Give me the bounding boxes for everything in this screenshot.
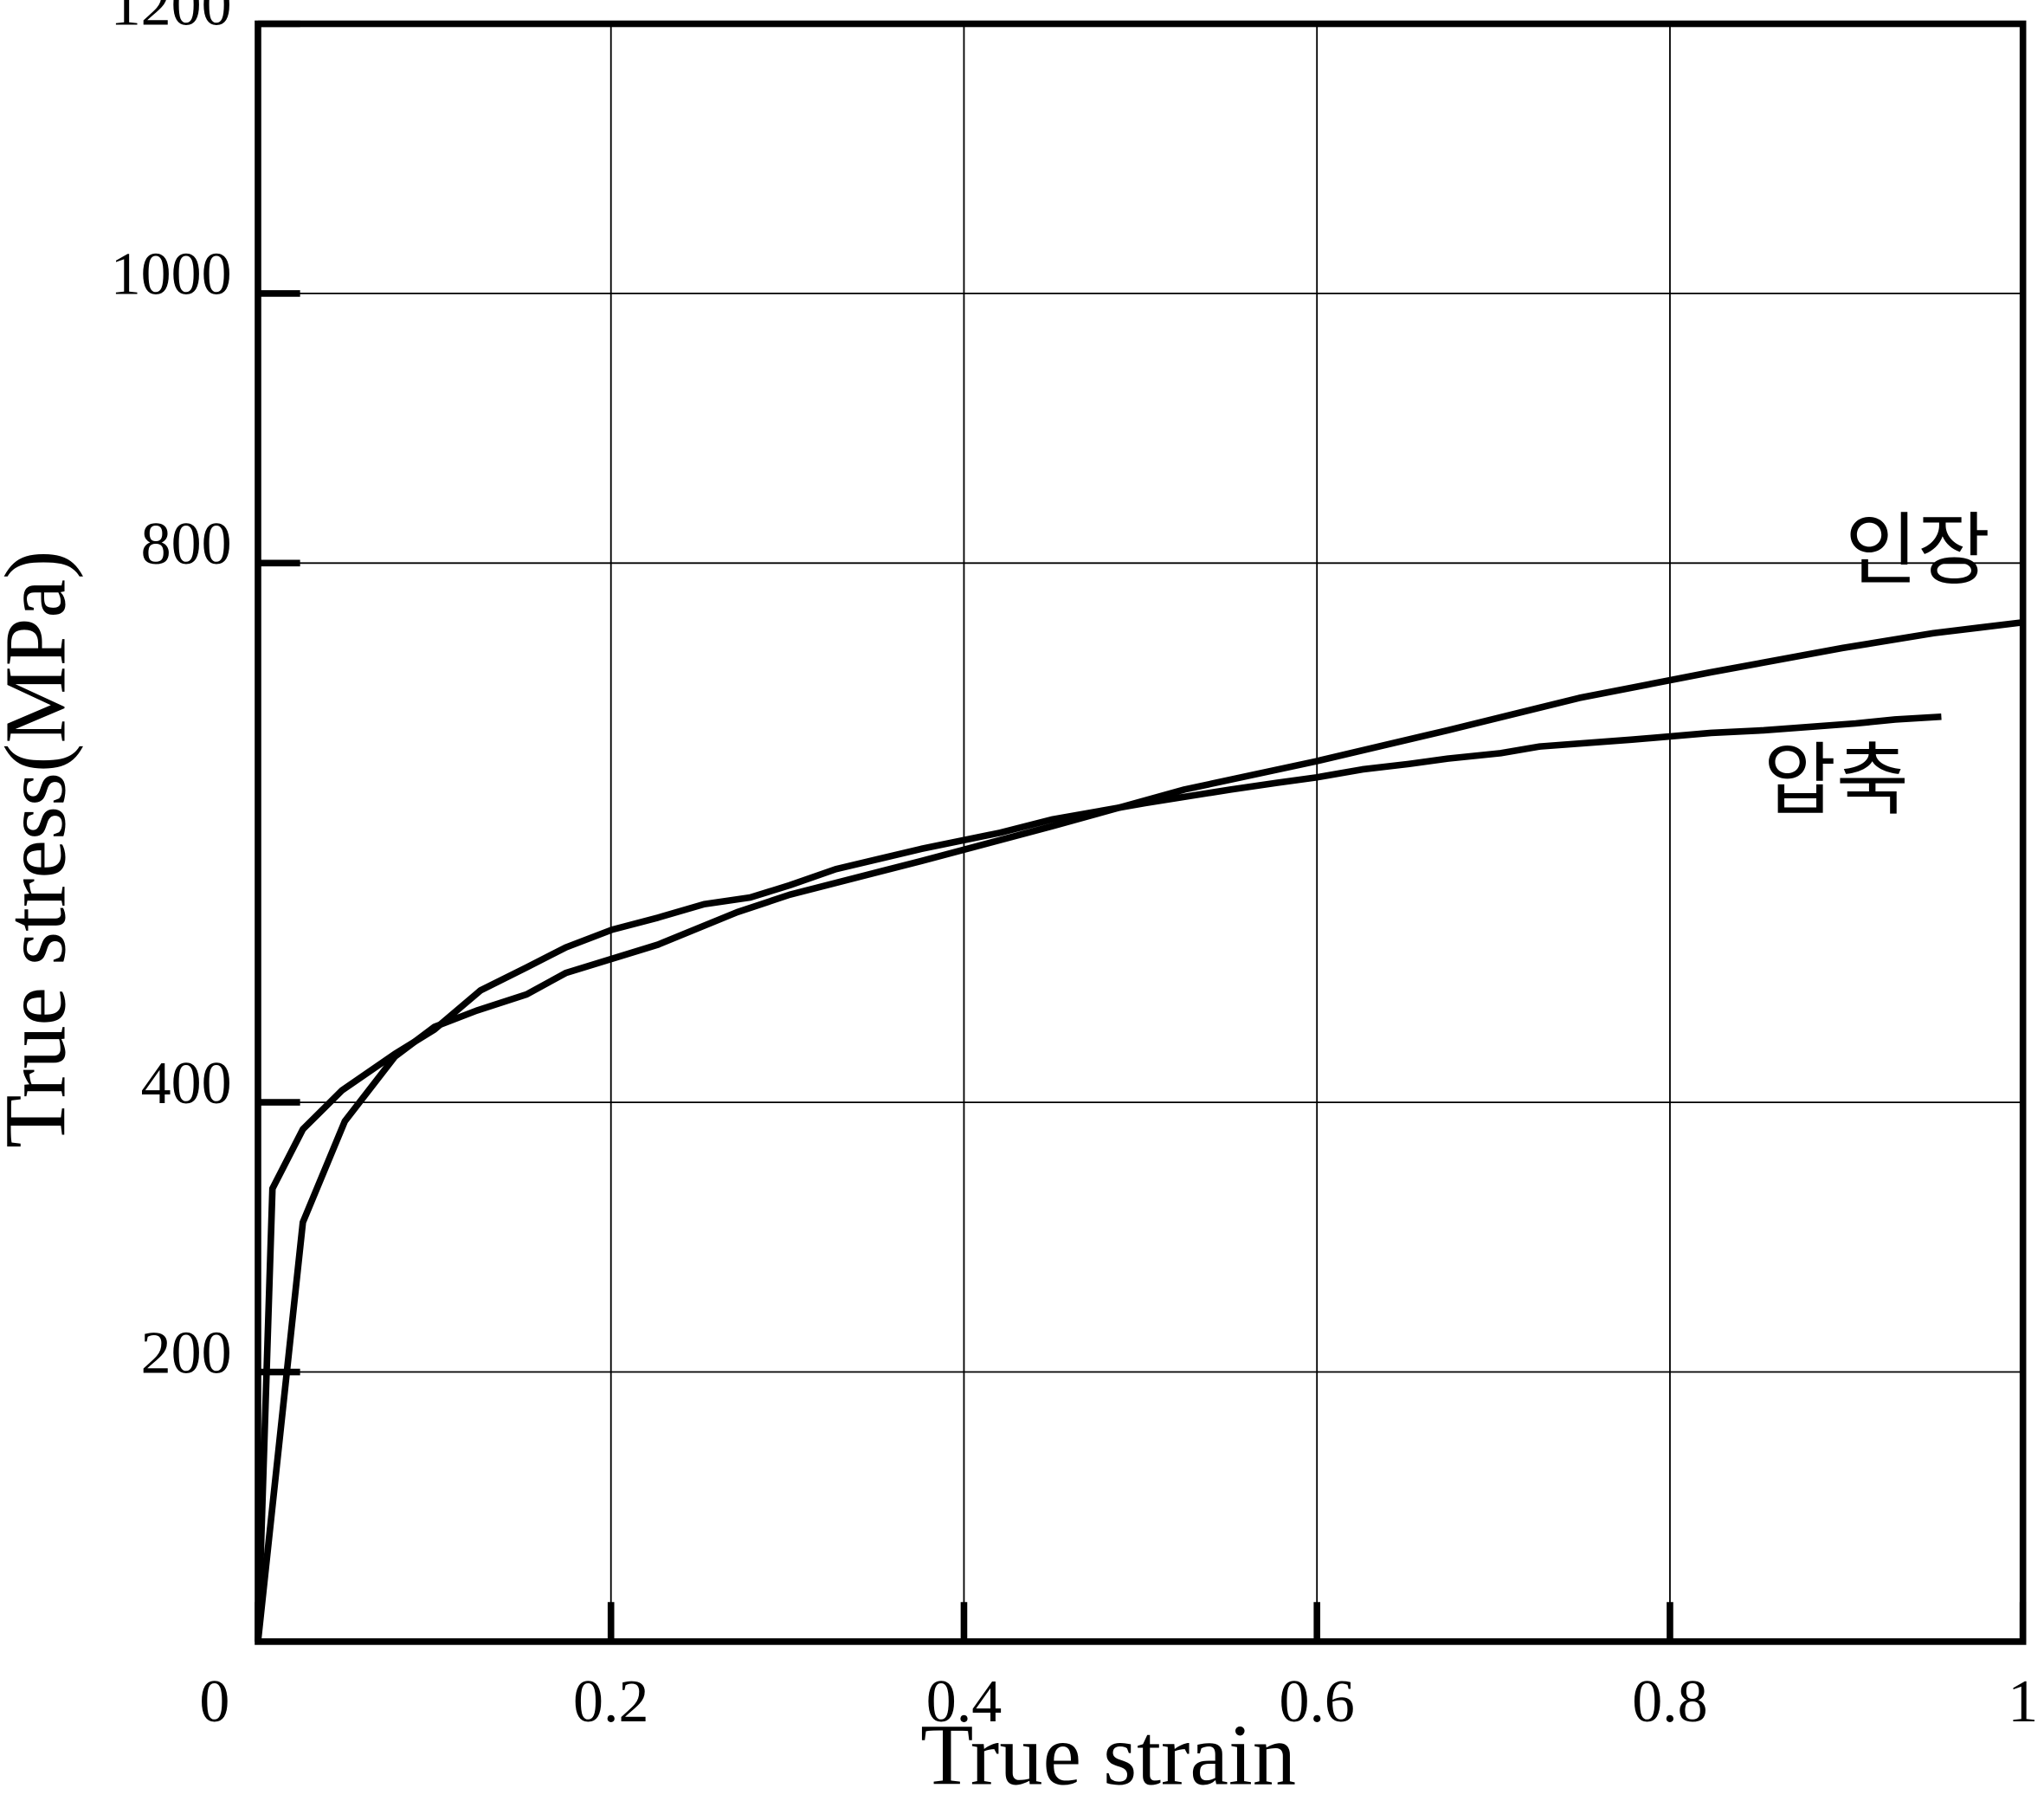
y-tick-label: 800 — [141, 511, 232, 578]
line-series — [255, 618, 2024, 1643]
x-tick-label: 0.2 — [573, 1669, 648, 1735]
x-tick-label: 0.6 — [1279, 1669, 1354, 1735]
x-tick-label: 0 — [199, 1669, 229, 1735]
x-tick-label: 0.4 — [926, 1669, 1002, 1735]
x-tick-label: 1 — [2008, 1669, 2038, 1735]
y-tick-label: 400 — [141, 1050, 232, 1117]
line-series — [255, 713, 1942, 1643]
y-tick-label: 200 — [141, 1320, 232, 1386]
plot-frame — [255, 20, 2027, 1645]
y-tick-label: 1000 — [111, 242, 232, 308]
y-tick-label: 1200 — [111, 0, 232, 38]
y-axis-title: True stress(MPa) — [0, 551, 84, 1148]
series-label: 인장 — [1845, 507, 1990, 595]
series-label: 압축 — [1764, 737, 1909, 824]
x-axis-title: True strain — [920, 1707, 1296, 1801]
x-tick-label: 0.8 — [1632, 1669, 1707, 1735]
